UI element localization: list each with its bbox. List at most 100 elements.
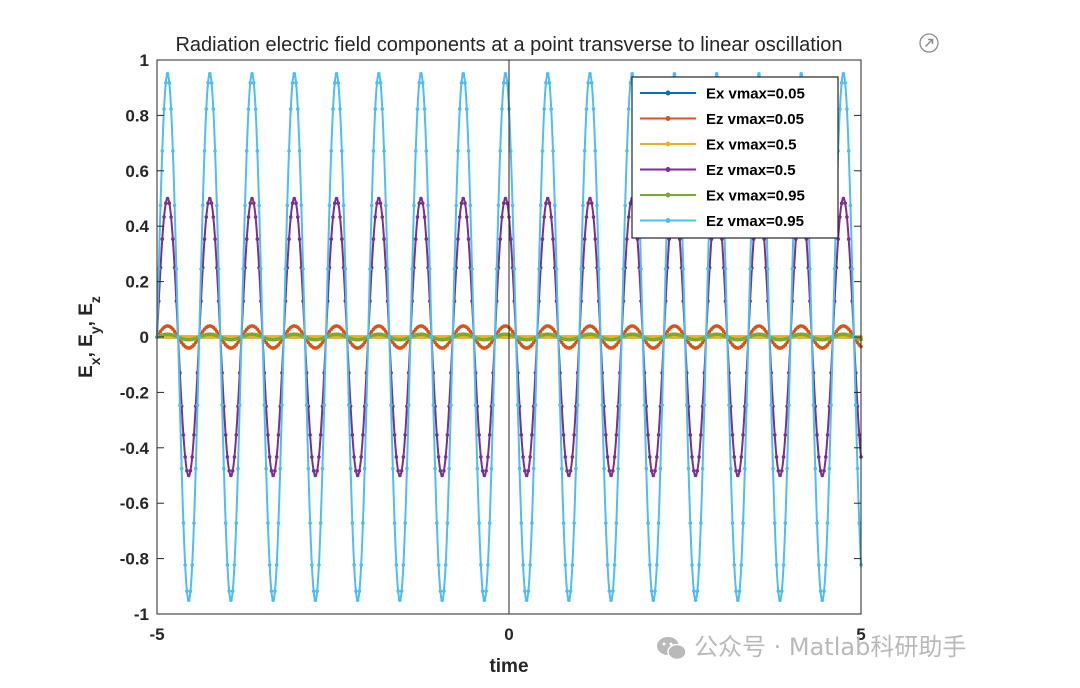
y-tick-label: 0.2 (125, 273, 149, 292)
data-point (783, 433, 788, 437)
data-point (457, 107, 462, 111)
legend-entry: Ez vmax=0.95 (640, 213, 804, 230)
data-point (514, 335, 518, 339)
y-tick-label: 0.4 (125, 217, 149, 236)
data-point (818, 589, 823, 593)
data-point (519, 521, 524, 525)
data-point (183, 455, 187, 459)
data-point (648, 563, 652, 567)
y-tick-label: 0 (140, 328, 149, 347)
data-point (841, 72, 846, 76)
data-point (259, 267, 263, 271)
data-point (223, 521, 228, 525)
data-point (591, 215, 596, 219)
data-point (355, 598, 360, 602)
data-point (406, 403, 411, 407)
data-point (361, 521, 365, 525)
data-point (206, 201, 210, 206)
data-point (332, 201, 337, 206)
data-point (480, 468, 485, 473)
data-point (176, 335, 180, 339)
data-point (403, 433, 407, 437)
data-point (503, 196, 508, 201)
data-point (651, 473, 656, 478)
data-point (239, 335, 244, 339)
data-point (271, 598, 275, 602)
data-point (574, 466, 578, 471)
external-link-icon[interactable] (919, 33, 939, 53)
data-point (382, 149, 386, 153)
data-point (552, 203, 557, 208)
data-point (373, 107, 378, 111)
data-point (384, 203, 388, 208)
data-point (609, 598, 613, 602)
chart-title: Radiation electric field components at a… (175, 34, 842, 56)
data-point (584, 107, 589, 111)
data-point (165, 72, 170, 76)
legend-marker (665, 116, 671, 121)
data-point (501, 81, 506, 85)
data-point (294, 81, 298, 85)
data-point (218, 335, 223, 339)
data-point (540, 149, 545, 153)
data-point (538, 203, 543, 208)
data-point (618, 403, 622, 407)
watermark-text: 公众号 · Matlab科研助手 (694, 633, 966, 661)
data-point (354, 468, 358, 473)
data-point (371, 237, 376, 241)
data-point (700, 340, 705, 345)
data-point (243, 203, 247, 208)
data-point (234, 433, 238, 437)
data-point (648, 455, 652, 459)
data-point (415, 215, 420, 219)
data-point (332, 81, 337, 85)
data-point (273, 468, 277, 473)
data-point (628, 201, 633, 206)
data-point (417, 201, 422, 206)
data-point (690, 563, 694, 567)
data-point (600, 403, 605, 407)
data-point (714, 72, 719, 76)
data-point (772, 521, 777, 525)
data-point (252, 201, 256, 206)
data-point (436, 455, 441, 459)
data-point (378, 201, 383, 206)
data-point (278, 466, 283, 471)
data-point (341, 203, 346, 208)
data-point (368, 267, 372, 271)
data-point (728, 466, 733, 471)
data-point (523, 589, 527, 593)
data-point (195, 403, 200, 407)
data-point (743, 466, 747, 471)
data-point (693, 598, 698, 602)
data-point (482, 473, 487, 478)
data-point (456, 149, 460, 153)
data-point (501, 201, 506, 206)
data-point (695, 589, 700, 593)
data-point (642, 403, 647, 407)
data-point (690, 455, 694, 459)
data-point (582, 149, 587, 153)
data-point (651, 598, 656, 602)
data-point (688, 521, 693, 525)
data-point (164, 81, 168, 85)
x-axis-label: time (489, 656, 528, 677)
data-point (744, 403, 749, 407)
data-point (524, 473, 529, 478)
legend-entry: Ex vmax=0.05 (640, 86, 805, 103)
data-point (375, 201, 379, 206)
data-point (464, 215, 469, 219)
data-point (422, 215, 427, 219)
data-point (269, 468, 274, 473)
data-point (211, 215, 216, 219)
data-point (399, 468, 404, 473)
data-point (290, 201, 295, 206)
data-point (213, 237, 217, 241)
data-point (582, 237, 587, 241)
data-point (607, 589, 612, 593)
data-point (604, 433, 608, 437)
data-point (376, 72, 381, 76)
data-point (739, 563, 744, 567)
data-point (656, 433, 661, 437)
data-point (818, 468, 823, 473)
